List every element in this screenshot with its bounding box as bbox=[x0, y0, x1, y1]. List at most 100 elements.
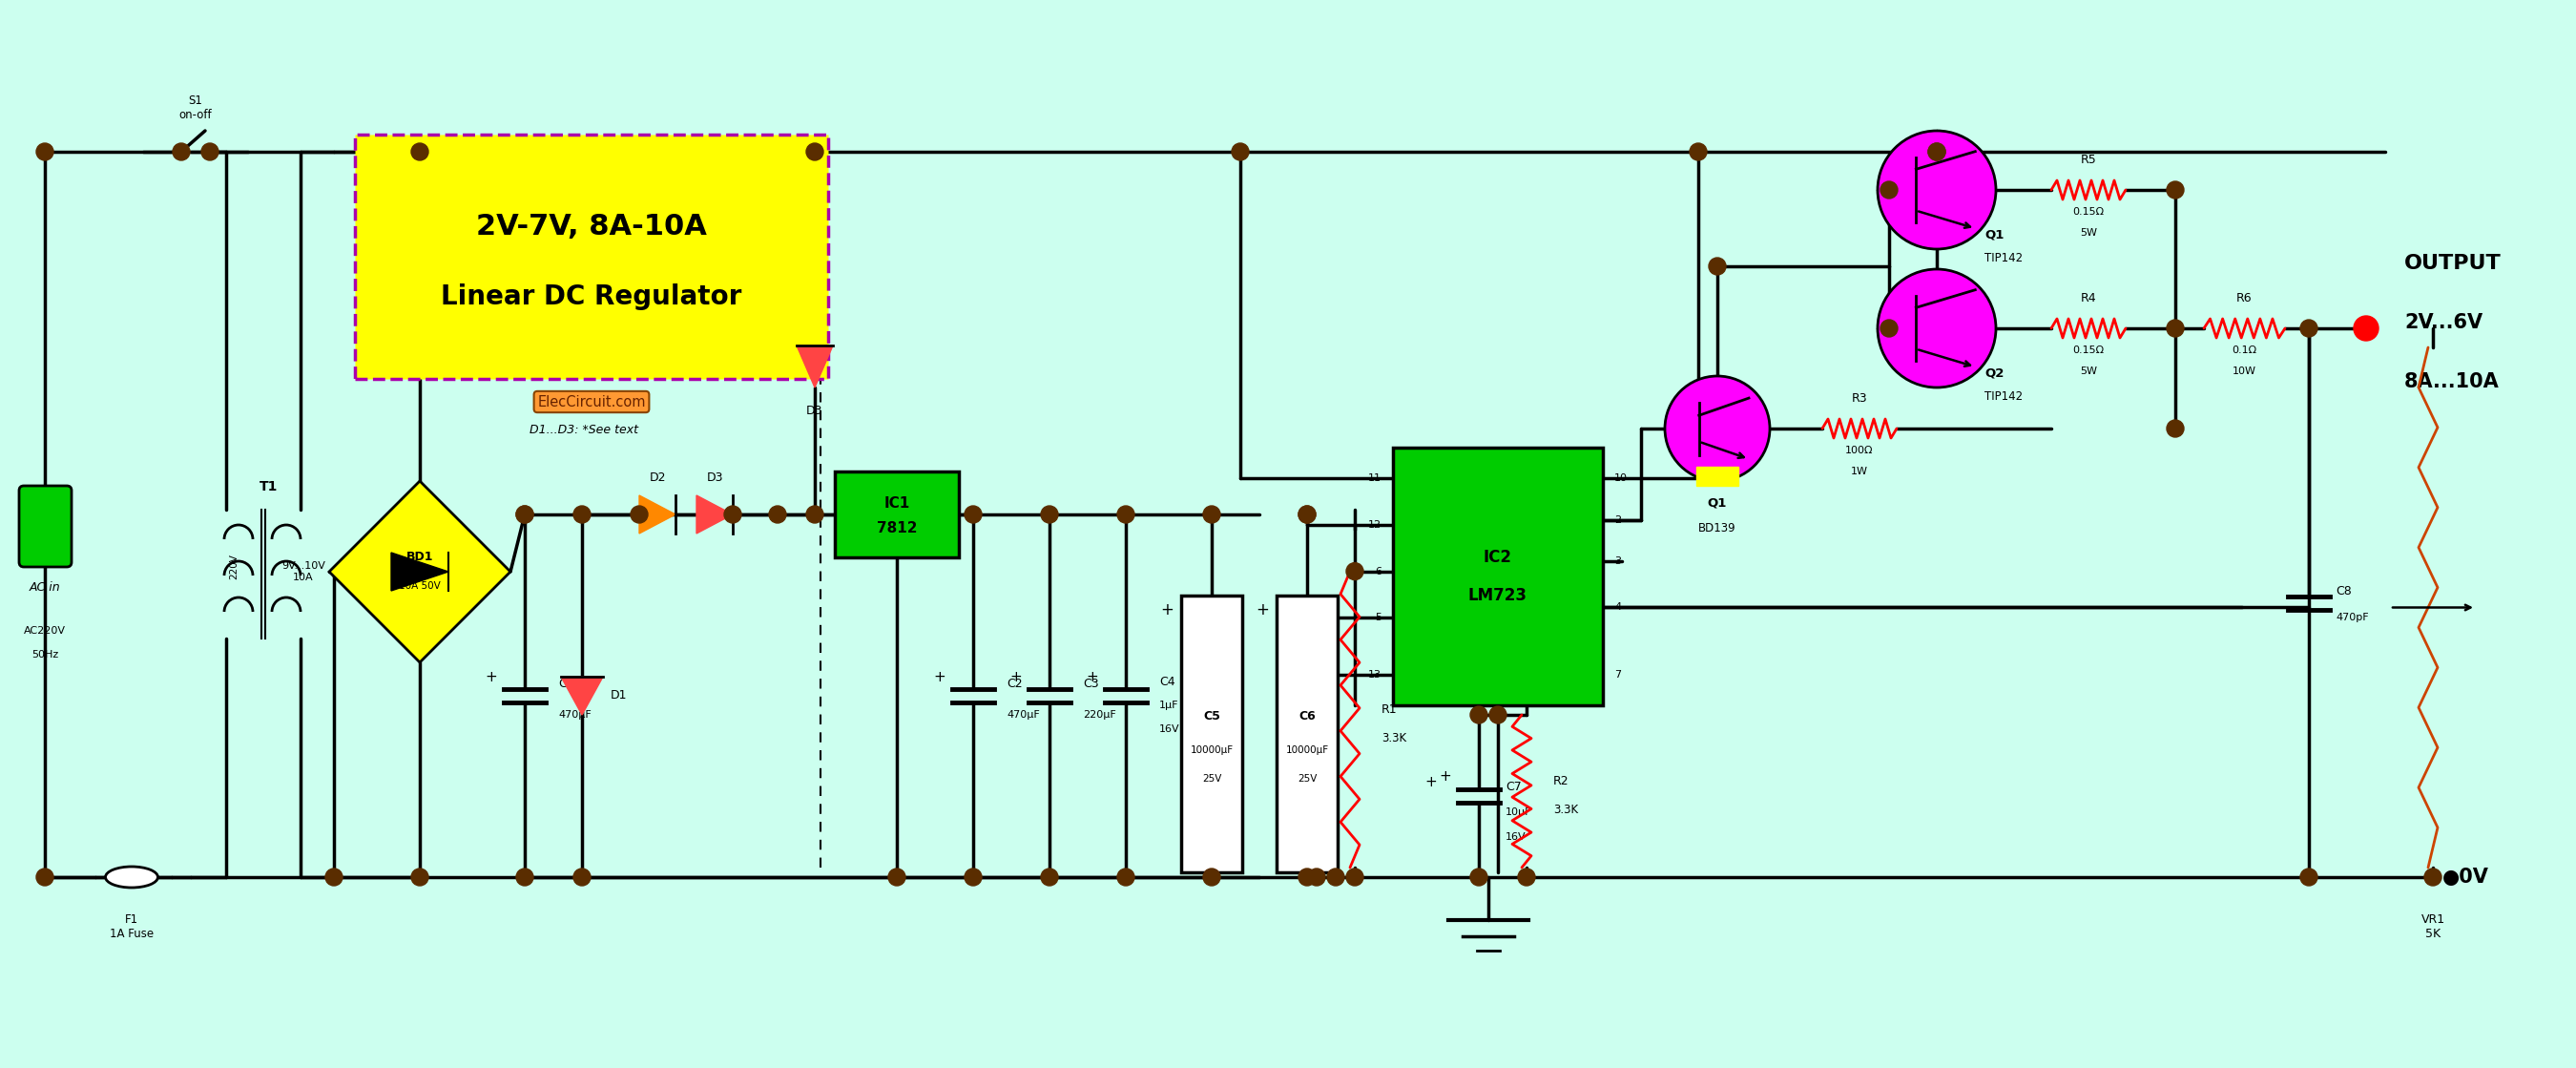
Circle shape bbox=[724, 506, 742, 523]
Text: F1
1A Fuse: F1 1A Fuse bbox=[111, 913, 155, 940]
Circle shape bbox=[1118, 868, 1133, 885]
Bar bbox=[1278, 596, 1337, 873]
Text: +: + bbox=[1440, 770, 1450, 784]
Text: 10W: 10W bbox=[2231, 366, 2257, 376]
Circle shape bbox=[1298, 506, 1316, 523]
Text: LM723: LM723 bbox=[1468, 587, 1528, 604]
Polygon shape bbox=[796, 346, 832, 388]
Text: R2: R2 bbox=[1553, 775, 1569, 788]
Text: ElecCircuit.com: ElecCircuit.com bbox=[538, 395, 647, 409]
Text: 6: 6 bbox=[1376, 566, 1381, 576]
Text: Linear DC Regulator: Linear DC Regulator bbox=[440, 283, 742, 310]
Text: D3: D3 bbox=[806, 405, 824, 418]
Text: 7812: 7812 bbox=[876, 521, 917, 536]
Text: 50Hz: 50Hz bbox=[31, 650, 59, 660]
Text: Q1: Q1 bbox=[1984, 229, 2004, 240]
Polygon shape bbox=[639, 496, 675, 534]
Text: +: + bbox=[1255, 601, 1270, 618]
Circle shape bbox=[1929, 143, 1945, 160]
Text: TIP142: TIP142 bbox=[1984, 391, 2022, 403]
Text: 3.3K: 3.3K bbox=[1381, 733, 1406, 744]
Text: C5: C5 bbox=[1203, 710, 1221, 722]
Circle shape bbox=[889, 868, 904, 885]
Circle shape bbox=[631, 506, 647, 523]
Polygon shape bbox=[330, 481, 510, 662]
Text: 9V...10V
10A: 9V...10V 10A bbox=[281, 562, 325, 582]
Text: S1
on-off: S1 on-off bbox=[180, 94, 211, 121]
FancyBboxPatch shape bbox=[355, 135, 827, 379]
Text: R1: R1 bbox=[1381, 704, 1396, 717]
FancyBboxPatch shape bbox=[18, 486, 72, 567]
Text: 10A 50V: 10A 50V bbox=[399, 581, 440, 591]
Circle shape bbox=[806, 143, 824, 160]
Text: 470μF: 470μF bbox=[1007, 710, 1041, 720]
Text: R6: R6 bbox=[2236, 292, 2251, 304]
Circle shape bbox=[1203, 506, 1221, 523]
Text: 470μF: 470μF bbox=[559, 710, 592, 720]
Text: C3: C3 bbox=[1082, 678, 1100, 691]
Ellipse shape bbox=[106, 866, 157, 888]
Text: +: + bbox=[1010, 670, 1023, 684]
Circle shape bbox=[1878, 130, 1996, 249]
Text: +: + bbox=[1425, 775, 1437, 789]
Text: D1...D3: *See text: D1...D3: *See text bbox=[531, 424, 639, 436]
Circle shape bbox=[1231, 143, 1249, 160]
Text: 1W: 1W bbox=[1852, 467, 1868, 476]
Text: 2V-7V, 8A-10A: 2V-7V, 8A-10A bbox=[477, 213, 706, 240]
Circle shape bbox=[2354, 316, 2378, 341]
Circle shape bbox=[1118, 506, 1133, 523]
Circle shape bbox=[1471, 706, 1486, 723]
Polygon shape bbox=[562, 677, 603, 714]
Text: 0.1Ω: 0.1Ω bbox=[2231, 346, 2257, 355]
Circle shape bbox=[2300, 868, 2318, 885]
Text: IC2: IC2 bbox=[1484, 549, 1512, 566]
Text: BD139: BD139 bbox=[1698, 522, 1736, 534]
Text: 11: 11 bbox=[1368, 474, 1381, 484]
Circle shape bbox=[515, 506, 533, 523]
Circle shape bbox=[1489, 706, 1507, 723]
Text: 3: 3 bbox=[1615, 556, 1620, 566]
Text: +: + bbox=[1087, 670, 1097, 684]
Circle shape bbox=[574, 868, 590, 885]
Text: TIP142: TIP142 bbox=[1984, 252, 2022, 265]
Circle shape bbox=[36, 143, 54, 160]
Text: 16V: 16V bbox=[1159, 724, 1180, 734]
Text: 2: 2 bbox=[1615, 515, 1620, 524]
Text: +: + bbox=[1159, 601, 1175, 618]
Text: 3.3K: 3.3K bbox=[1553, 804, 1579, 817]
Bar bbox=[1182, 596, 1242, 873]
Circle shape bbox=[2166, 182, 2184, 199]
Circle shape bbox=[806, 506, 824, 523]
Circle shape bbox=[201, 143, 219, 160]
Text: 5W: 5W bbox=[2079, 229, 2097, 238]
Text: 0.15Ω: 0.15Ω bbox=[2074, 346, 2105, 355]
Text: R4: R4 bbox=[2081, 292, 2097, 304]
Circle shape bbox=[412, 868, 428, 885]
Circle shape bbox=[1880, 182, 1899, 199]
Circle shape bbox=[1664, 376, 1770, 481]
Text: 5: 5 bbox=[1376, 613, 1381, 623]
Text: 8A...10A: 8A...10A bbox=[2403, 373, 2499, 391]
Circle shape bbox=[2166, 420, 2184, 437]
Text: D2: D2 bbox=[649, 471, 665, 484]
Circle shape bbox=[1708, 257, 1726, 274]
Text: +: + bbox=[933, 670, 945, 684]
Text: AC in: AC in bbox=[28, 581, 59, 594]
Text: 7: 7 bbox=[1615, 670, 1620, 679]
Text: T1: T1 bbox=[260, 481, 278, 493]
Text: C8: C8 bbox=[2336, 585, 2352, 597]
Circle shape bbox=[515, 506, 533, 523]
Circle shape bbox=[412, 143, 428, 160]
Circle shape bbox=[1327, 868, 1345, 885]
Circle shape bbox=[1298, 868, 1316, 885]
Text: ●0V: ●0V bbox=[2442, 867, 2488, 886]
Circle shape bbox=[963, 868, 981, 885]
Text: BD1: BD1 bbox=[407, 551, 433, 563]
Text: 10000μF: 10000μF bbox=[1190, 745, 1234, 755]
Text: C2: C2 bbox=[1007, 678, 1023, 691]
FancyBboxPatch shape bbox=[1394, 447, 1602, 705]
Text: C6: C6 bbox=[1298, 710, 1316, 722]
Text: 5W: 5W bbox=[2079, 366, 2097, 376]
Circle shape bbox=[770, 506, 786, 523]
Text: 220V: 220V bbox=[229, 554, 240, 580]
